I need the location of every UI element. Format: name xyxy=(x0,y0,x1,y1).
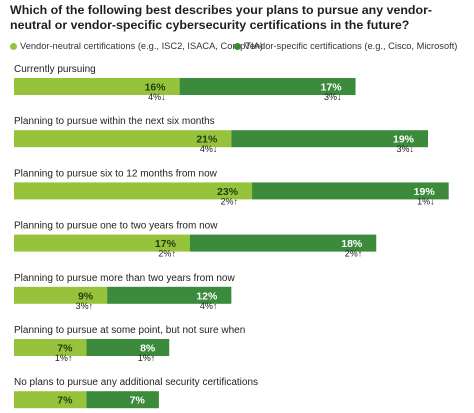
change-label-vendor-neutral: 2%↑ xyxy=(158,249,176,259)
legend-item-vendor-specific: Vendor-specific certifications (e.g., Ci… xyxy=(234,41,457,51)
change-label-vendor-specific: 2%↑ xyxy=(345,249,363,259)
data-label-vendor-specific: 7% xyxy=(130,395,146,407)
legend-label-vendor-neutral: Vendor-neutral certifications (e.g., ISC… xyxy=(20,41,263,51)
category-label: Planning to pursue more than two years f… xyxy=(14,273,235,284)
data-label-vendor-neutral: 7% xyxy=(57,395,73,407)
category-label: No plans to pursue any additional securi… xyxy=(14,377,258,388)
change-label-vendor-neutral: 1%↑ xyxy=(55,353,73,363)
legend-label-vendor-specific: Vendor-specific certifications (e.g., Ci… xyxy=(244,41,458,51)
category-label: Currently pursuing xyxy=(14,64,96,75)
category-label: Planning to pursue six to 12 months from… xyxy=(14,168,218,179)
change-label-vendor-specific: 1%↑ xyxy=(138,353,156,363)
legend-item-vendor-neutral: Vendor-neutral certifications (e.g., ISC… xyxy=(10,41,263,51)
bar-vendor-neutral xyxy=(14,391,87,409)
legend-swatch-vendor-neutral xyxy=(10,42,17,50)
bar-vendor-specific xyxy=(107,286,232,304)
chart-title: Which of the following best describes yo… xyxy=(10,3,433,32)
bar-vendor-neutral xyxy=(14,286,108,304)
data-label-vendor-neutral: 7% xyxy=(57,343,73,355)
data-label-vendor-specific: 8% xyxy=(140,343,156,355)
data-label-vendor-neutral: 17% xyxy=(155,238,177,250)
bar-vendor-neutral xyxy=(14,182,253,200)
change-label-vendor-specific: 3%↓ xyxy=(324,92,342,102)
change-label-vendor-neutral: 2%↑ xyxy=(221,196,239,206)
category-label: Planning to pursue one to two years from… xyxy=(14,221,218,232)
change-label-vendor-neutral: 4%↓ xyxy=(148,92,166,102)
data-label-vendor-specific: 12% xyxy=(196,290,218,302)
data-label-vendor-neutral: 16% xyxy=(145,82,167,94)
bar-vendor-neutral xyxy=(14,339,87,356)
change-label-vendor-specific: 3%↓ xyxy=(396,144,414,154)
change-label-vendor-neutral: 3%↑ xyxy=(76,301,94,311)
bar-vendor-specific xyxy=(86,391,159,409)
data-label-vendor-specific: 18% xyxy=(341,238,363,250)
bar-vendor-specific xyxy=(86,339,170,356)
change-label-vendor-neutral: 4%↓ xyxy=(200,144,218,154)
change-label-vendor-specific: 4%↑ xyxy=(200,301,218,311)
bar-vendor-specific xyxy=(252,182,449,200)
bar-vendor-specific xyxy=(179,78,356,95)
data-label-vendor-neutral: 23% xyxy=(217,186,239,198)
bar-vendor-specific xyxy=(231,130,428,148)
bar-vendor-specific xyxy=(189,234,377,252)
category-label: Planning to pursue at some point, but no… xyxy=(14,325,245,336)
data-label-vendor-specific: 19% xyxy=(393,134,415,146)
data-label-vendor-neutral: 9% xyxy=(78,290,94,302)
bar-vendor-neutral xyxy=(14,130,232,148)
data-label-vendor-specific: 19% xyxy=(414,186,436,198)
data-label-vendor-specific: 17% xyxy=(321,82,343,94)
category-label: Planning to pursue within the next six m… xyxy=(14,116,215,127)
change-label-vendor-specific: 1%↓ xyxy=(417,196,435,206)
data-label-vendor-neutral: 21% xyxy=(196,134,218,146)
bar-vendor-neutral xyxy=(14,78,180,95)
legend-swatch-vendor-specific xyxy=(234,42,241,50)
bar-vendor-neutral xyxy=(14,234,190,252)
